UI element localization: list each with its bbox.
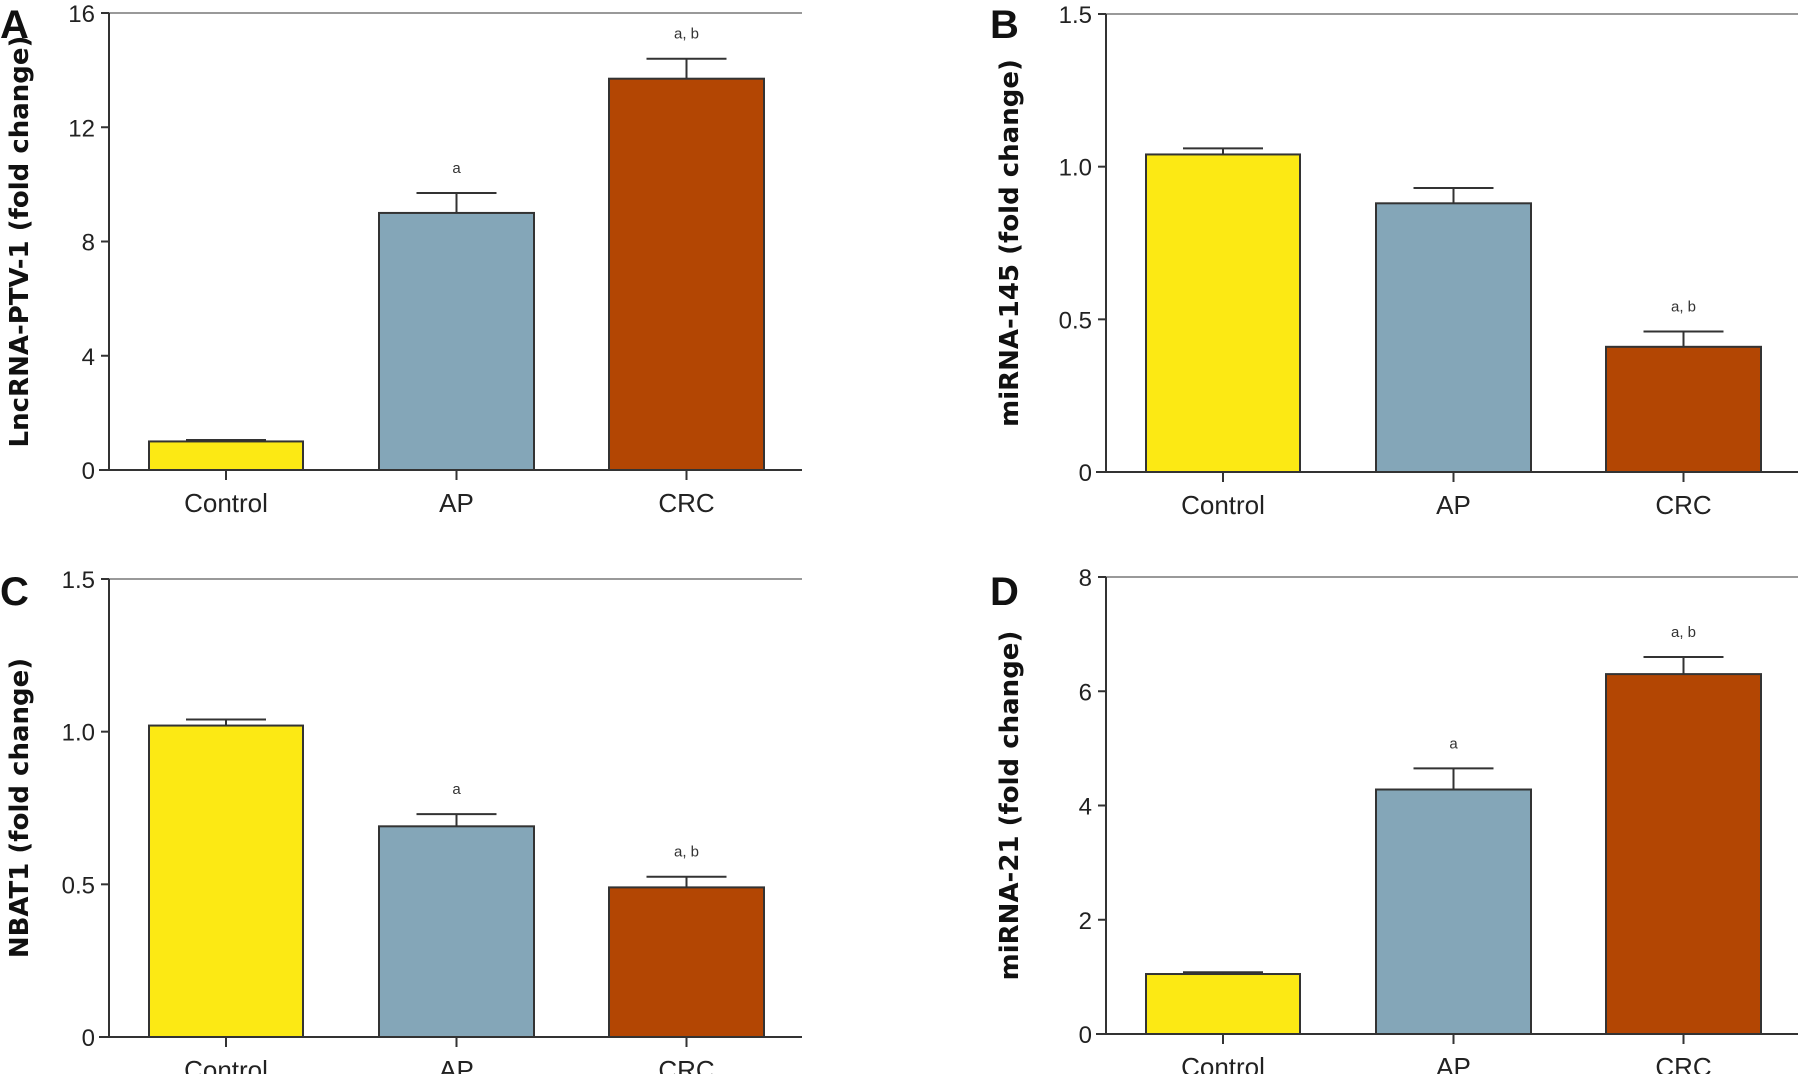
significance-label: a	[452, 781, 461, 798]
panel-label: D	[990, 570, 1019, 614]
y-tick-label: 1.0	[1059, 155, 1092, 182]
significance-label: a	[452, 160, 461, 177]
bar-ap	[378, 825, 535, 1038]
bar-crc	[1605, 673, 1762, 1035]
bar-ap	[378, 211, 535, 471]
y-axis-label: miRNA-145 (fold change)	[995, 59, 1025, 427]
bar-control	[148, 440, 304, 471]
y-axis-label: LncRNA-PTV-1 (fold change)	[5, 36, 35, 448]
panel-D: D 0 2 4 6 8 miRNA-21 (fold change) Control AP a CR…	[990, 565, 1798, 1074]
y-tick-label: 8	[82, 230, 95, 257]
significance-label: a	[1449, 735, 1458, 752]
panel-label: A	[0, 3, 29, 47]
x-tick-label: CRC	[658, 1055, 714, 1074]
significance-label: a, b	[1671, 624, 1696, 641]
panel-C: C 0 0.5 1.0 1.5 NBAT1 (fold change) Control AP a…	[0, 567, 802, 1074]
significance-label: a, b	[674, 844, 699, 861]
x-tick-label: AP	[439, 1055, 474, 1074]
y-tick-label: 2	[1079, 908, 1092, 935]
y-tick-label: 1.0	[62, 720, 95, 747]
y-tick-label: 12	[68, 115, 95, 142]
bar-control	[1145, 153, 1301, 473]
x-tick-label: Control	[1181, 1052, 1265, 1074]
y-tick-label: 0	[82, 1025, 95, 1052]
bar-ap	[1375, 788, 1532, 1035]
panel-label: C	[0, 570, 29, 614]
x-tick-label: Control	[184, 488, 268, 518]
panel-label: B	[990, 3, 1019, 47]
significance-label: a, b	[1671, 299, 1696, 316]
y-tick-label: 1.5	[1059, 2, 1092, 29]
bar-crc	[1605, 345, 1762, 473]
x-tick-label: Control	[1181, 490, 1265, 520]
bar-control	[1145, 973, 1301, 1035]
x-tick-label: Control	[184, 1055, 268, 1074]
y-tick-label: 8	[1079, 565, 1092, 592]
bar-crc	[608, 886, 765, 1038]
y-tick-label: 4	[82, 344, 95, 371]
x-tick-label: CRC	[1655, 1052, 1711, 1074]
x-tick-label: CRC	[1655, 490, 1711, 520]
y-tick-label: 0	[1079, 1022, 1092, 1049]
y-tick-label: 6	[1079, 679, 1092, 706]
y-tick-label: 0	[82, 458, 95, 485]
y-tick-label: 1.5	[62, 567, 95, 594]
y-tick-label: 0	[1079, 460, 1092, 487]
y-tick-label: 0.5	[62, 872, 95, 899]
x-tick-label: AP	[1436, 490, 1471, 520]
x-tick-label: AP	[1436, 1052, 1471, 1074]
bar-crc	[608, 77, 765, 471]
panel-B: B 0 0.5 1.0 1.5 miRNA-145 (fold change) Contro…	[990, 2, 1798, 520]
x-tick-label: AP	[439, 488, 474, 518]
y-tick-label: 16	[68, 1, 95, 28]
significance-label: a, b	[674, 26, 699, 43]
y-tick-label: 4	[1079, 794, 1092, 821]
y-tick-label: 0.5	[1059, 307, 1092, 334]
x-tick-label: CRC	[658, 488, 714, 518]
bar-control	[148, 724, 304, 1038]
bar-ap	[1375, 202, 1532, 473]
y-axis-label: miRNA-21 (fold change)	[995, 631, 1025, 981]
y-axis-label: NBAT1 (fold change)	[5, 658, 35, 958]
panel-A: A 0 4 8 12 16 LncRNA-PTV-1 (fold change) Contro…	[0, 1, 802, 518]
